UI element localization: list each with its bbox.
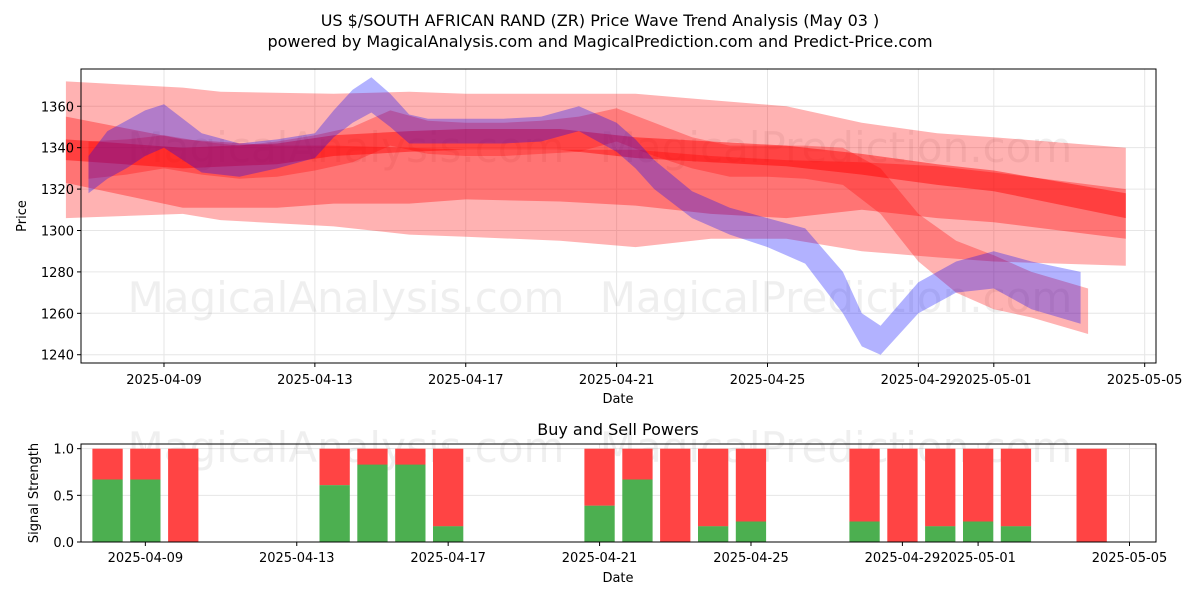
sell-bar xyxy=(395,448,426,465)
sell-bar xyxy=(849,448,880,522)
buy-bar xyxy=(92,479,123,542)
buy-bar xyxy=(925,526,956,542)
price-x-tick-label: 2025-04-25 xyxy=(730,373,806,388)
price-y-tick-label: 1300 xyxy=(41,224,74,239)
buy-bar xyxy=(1000,526,1032,542)
signal-x-tick-label: 2025-04-29 xyxy=(865,551,941,566)
buy-bar xyxy=(584,505,615,542)
watermark-right-top: MagicalPrediction.com xyxy=(600,123,1073,172)
price-band-blue-wave xyxy=(88,77,1081,355)
buy-bar xyxy=(735,521,767,542)
price-y-tick-label: 1360 xyxy=(41,100,74,115)
sell-bar xyxy=(925,448,956,527)
price-y-tick-label: 1340 xyxy=(41,142,74,157)
signal-x-tick-label: 2025-04-09 xyxy=(108,551,184,566)
price-grid xyxy=(81,69,1156,363)
signal-y-tick-label: 0.0 xyxy=(53,536,74,551)
chart-title-line2: powered by MagicalAnalysis.com and Magic… xyxy=(267,32,932,51)
sell-bar xyxy=(887,448,918,542)
sell-bar xyxy=(963,448,994,522)
signal-x-tick-label: 2025-04-13 xyxy=(259,551,335,566)
signal-x-tick-label: 2025-04-21 xyxy=(562,551,638,566)
price-band-red-upper-band xyxy=(65,81,1126,266)
buy-bar xyxy=(698,526,729,542)
watermark-left-mid: MagicalAnalysis.com xyxy=(128,273,565,322)
chart-title-line1: US $/SOUTH AFRICAN RAND (ZR) Price Wave … xyxy=(321,11,880,30)
sell-bar xyxy=(622,448,653,480)
signal-x-ticks: 2025-04-09 2025-04-13 2025-04-17 2025-04-21… xyxy=(108,542,1168,566)
price-plot-area xyxy=(81,69,1156,363)
sell-bar xyxy=(1076,448,1107,542)
price-y-tick-label: 1280 xyxy=(41,266,74,281)
sell-bar xyxy=(698,448,729,527)
signal-y-tick-label: 1.0 xyxy=(53,443,74,458)
signal-bars xyxy=(92,448,1107,542)
sell-bar xyxy=(357,448,388,465)
buy-bar xyxy=(130,479,161,542)
signal-x-axis-label: Date xyxy=(602,571,633,586)
sell-bar xyxy=(735,448,767,522)
price-x-tick-label: 2025-04-21 xyxy=(579,373,655,388)
buy-bar xyxy=(622,479,653,542)
signal-x-tick-label: 2025-05-01 xyxy=(940,551,1016,566)
buy-bar xyxy=(395,464,426,542)
signal-x-tick-label: 2025-05-05 xyxy=(1092,551,1168,566)
price-plot-frame xyxy=(80,68,1157,364)
sell-bar xyxy=(584,448,615,506)
price-x-tick-label: 2025-04-13 xyxy=(277,373,353,388)
sell-bar xyxy=(92,448,123,480)
price-band-red-trend-band xyxy=(65,116,1126,239)
price-x-tick-label: 2025-04-29 xyxy=(881,373,957,388)
price-band-red-center-line xyxy=(65,129,1126,219)
price-y-ticks: 1240 1260 1280 1300 1320 1340 1360 xyxy=(41,100,81,364)
price-y-axis-label: Price xyxy=(15,200,30,232)
signal-x-tick-label: 2025-04-17 xyxy=(410,551,486,566)
price-bands xyxy=(65,77,1126,355)
sell-bar xyxy=(660,448,691,542)
price-y-tick-label: 1240 xyxy=(41,349,74,364)
price-x-tick-label: 2025-05-05 xyxy=(1107,373,1183,388)
buy-sell-title: Buy and Sell Powers xyxy=(537,420,699,439)
price-y-tick-label: 1260 xyxy=(41,307,74,322)
buy-bar xyxy=(849,521,880,542)
sell-bar xyxy=(433,448,464,527)
sell-bar xyxy=(168,448,199,542)
signal-x-tick-label: 2025-04-25 xyxy=(713,551,789,566)
buy-sell-chart: Buy and Sell Powers MagicalAnalysis.com … xyxy=(27,420,1167,586)
price-x-axis-label: Date xyxy=(602,392,633,407)
buy-bar xyxy=(433,526,464,542)
price-wave-chart: MagicalAnalysis.com MagicalPrediction.co… xyxy=(15,68,1182,407)
sell-bar xyxy=(319,448,350,486)
price-x-ticks: 2025-04-09 2025-04-13 2025-04-17 2025-04-21… xyxy=(126,363,1182,388)
watermark-right-mid: MagicalPrediction.com xyxy=(600,273,1073,322)
buy-bar xyxy=(319,485,350,542)
signal-y-ticks: 0.0 0.5 1.0 xyxy=(53,443,81,551)
signal-y-tick-label: 0.5 xyxy=(53,489,74,504)
sell-bar xyxy=(1000,448,1032,527)
price-x-tick-label: 2025-04-17 xyxy=(428,373,504,388)
signal-y-axis-label: Signal Strength xyxy=(27,443,42,543)
price-y-tick-label: 1320 xyxy=(41,183,74,198)
buy-bar xyxy=(963,521,994,542)
signal-plot-frame xyxy=(80,443,1157,543)
buy-bar xyxy=(357,464,388,542)
sell-bar xyxy=(130,448,161,480)
price-x-tick-label: 2025-05-01 xyxy=(956,373,1032,388)
price-x-tick-label: 2025-04-09 xyxy=(126,373,202,388)
price-band-red-wave xyxy=(88,108,1089,334)
watermark-left-top: MagicalAnalysis.com xyxy=(128,123,565,172)
